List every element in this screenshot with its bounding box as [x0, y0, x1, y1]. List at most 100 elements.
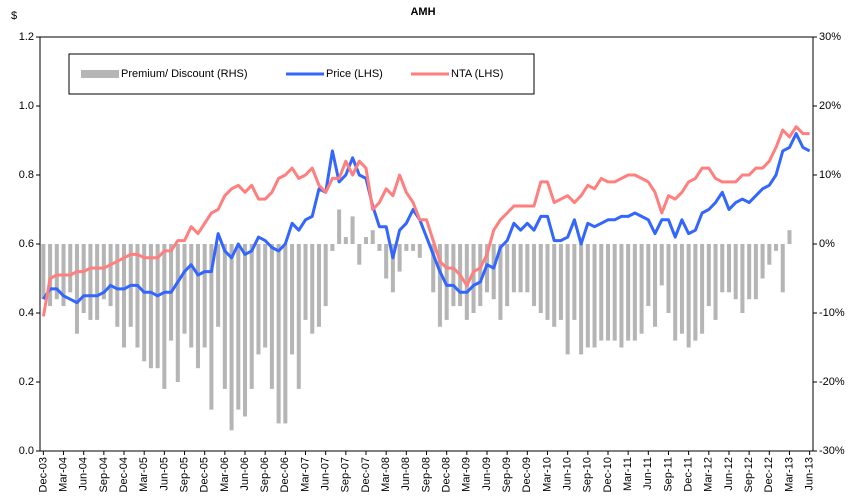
y-tick-label: 0.8	[19, 169, 34, 181]
x-tick-label: Sep-10	[582, 457, 594, 492]
x-tick-label: Dec-12	[763, 457, 775, 492]
x-tick-label: Jun-05	[158, 457, 170, 491]
bar	[552, 244, 557, 327]
bar	[599, 244, 604, 341]
bar	[511, 244, 516, 293]
x-tick-label: Dec-08	[441, 457, 453, 492]
bar	[135, 244, 140, 348]
bar	[195, 244, 200, 369]
y2-tick-label: 0%	[819, 238, 835, 250]
legend: Premium/ Discount (RHS) Price (LHS) NTA (L…	[68, 53, 535, 95]
legend-label: Price (LHS)	[326, 68, 383, 80]
bar	[417, 244, 422, 258]
x-tick-label: Sep-06	[259, 457, 271, 492]
x-tick-label: Mar-10	[541, 457, 553, 492]
x-tick-label: Mar-13	[783, 457, 795, 492]
bar	[558, 244, 563, 320]
bar	[572, 244, 577, 320]
bar	[471, 244, 476, 313]
bar	[411, 244, 416, 251]
bar	[612, 244, 617, 341]
bar	[229, 244, 234, 431]
bar	[316, 244, 321, 327]
bar	[706, 244, 711, 307]
x-tick-label: Sep-07	[340, 457, 352, 492]
bar	[68, 244, 73, 293]
x-tick-label: Jun-11	[642, 457, 654, 490]
bar	[780, 244, 785, 293]
bar	[397, 244, 402, 272]
x-tick-label: Sep-05	[178, 457, 190, 492]
bar	[532, 244, 537, 307]
line	[42, 132, 811, 305]
chart-title: AMH	[410, 6, 435, 18]
bar	[263, 244, 268, 348]
bar	[242, 244, 248, 417]
bar	[363, 237, 369, 244]
bar	[538, 244, 543, 313]
y-tick-label: 1.2	[19, 31, 34, 43]
bar	[693, 244, 698, 341]
x-tick-label: Mar-09	[461, 457, 473, 492]
x-tick-label: Mar-05	[138, 457, 150, 492]
y2-tick-label: -30%	[819, 445, 845, 457]
bar	[632, 244, 637, 341]
bar	[753, 244, 758, 300]
bar	[585, 244, 590, 348]
bar	[491, 244, 496, 300]
y2-tick-label: -20%	[819, 376, 845, 388]
x-tick-label: Mar-11	[622, 457, 634, 491]
bar	[605, 244, 611, 341]
bar	[222, 244, 227, 389]
bar	[202, 244, 207, 348]
x-tick-label: Mar-06	[219, 457, 231, 492]
bar	[81, 244, 86, 313]
bar	[505, 244, 510, 307]
y-tick-label: 0.0	[19, 445, 34, 457]
bar	[337, 209, 342, 244]
bar	[626, 244, 631, 341]
x-tick-label: Sep-11	[662, 457, 674, 492]
bar	[525, 244, 530, 293]
bar	[283, 244, 288, 424]
y2-tick-label: -10%	[819, 307, 845, 319]
x-tick-label: Sep-12	[743, 457, 755, 492]
x-tick-label: Sep-04	[98, 457, 110, 492]
y-axis-label: $	[11, 10, 17, 22]
bar	[54, 244, 59, 300]
bar	[767, 244, 772, 265]
bar	[74, 244, 79, 334]
y2-tick-label: 20%	[819, 100, 841, 112]
bar	[310, 244, 315, 334]
x-tick-label: Sep-09	[501, 457, 513, 492]
bar	[619, 244, 624, 348]
x-tick-label: Dec-03	[37, 457, 49, 492]
y-tick-label: 0.4	[19, 307, 34, 319]
bar	[740, 244, 745, 313]
bar	[787, 230, 792, 244]
bar	[249, 244, 254, 389]
x-tick-label: Jun-08	[400, 457, 412, 491]
bar	[760, 244, 765, 279]
bar	[390, 244, 395, 293]
x-tick-label: Dec-06	[279, 457, 291, 492]
bar	[296, 244, 301, 389]
bar	[518, 244, 523, 293]
bar	[673, 244, 678, 341]
bar	[108, 244, 113, 307]
y-tick-label: 0.6	[19, 238, 34, 250]
line	[41, 125, 810, 317]
bar	[343, 237, 348, 244]
bar	[216, 244, 221, 327]
x-tick-label: Dec-04	[118, 457, 130, 492]
x-tick-label: Dec-07	[360, 457, 372, 492]
y-tick-label: 0.2	[19, 376, 34, 388]
x-tick-label: Sep-08	[420, 457, 432, 492]
x-tick-label: Jun-12	[723, 457, 735, 491]
bar	[155, 244, 160, 369]
x-tick-label: Mar-07	[299, 457, 311, 492]
x-tick-label: Jun-07	[320, 457, 332, 491]
bar	[142, 244, 147, 362]
bar	[148, 244, 153, 369]
